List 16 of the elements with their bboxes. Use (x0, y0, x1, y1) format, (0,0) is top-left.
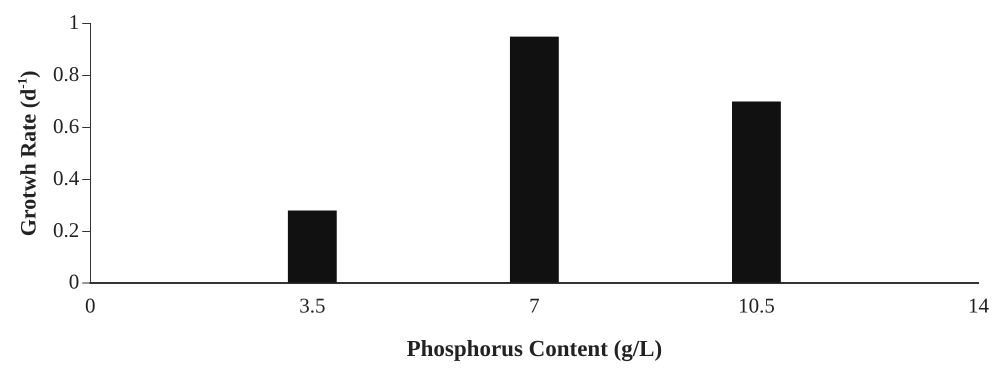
y-tick-label: 0.4 (53, 166, 80, 190)
y-axis-title: Grotwh Rate (d-1) (14, 70, 41, 236)
x-tick-label: 10.5 (738, 293, 775, 318)
bar (732, 101, 781, 283)
y-tick-label: 1 (68, 10, 80, 34)
bar (288, 210, 337, 283)
y-tick-label: 0 (68, 270, 80, 294)
y-tick-label: 0.2 (53, 218, 80, 242)
y-tick-label: 0.6 (53, 114, 80, 138)
x-axis-title: Phosphorus Content (g/L) (406, 336, 662, 362)
bar (510, 36, 559, 283)
y-tick-label: 0.8 (53, 62, 80, 86)
x-tick-label: 3.5 (299, 293, 326, 318)
x-tick-label: 7 (529, 293, 540, 318)
x-tick-label: 0 (85, 293, 96, 318)
x-tick-label: 14 (968, 293, 990, 318)
